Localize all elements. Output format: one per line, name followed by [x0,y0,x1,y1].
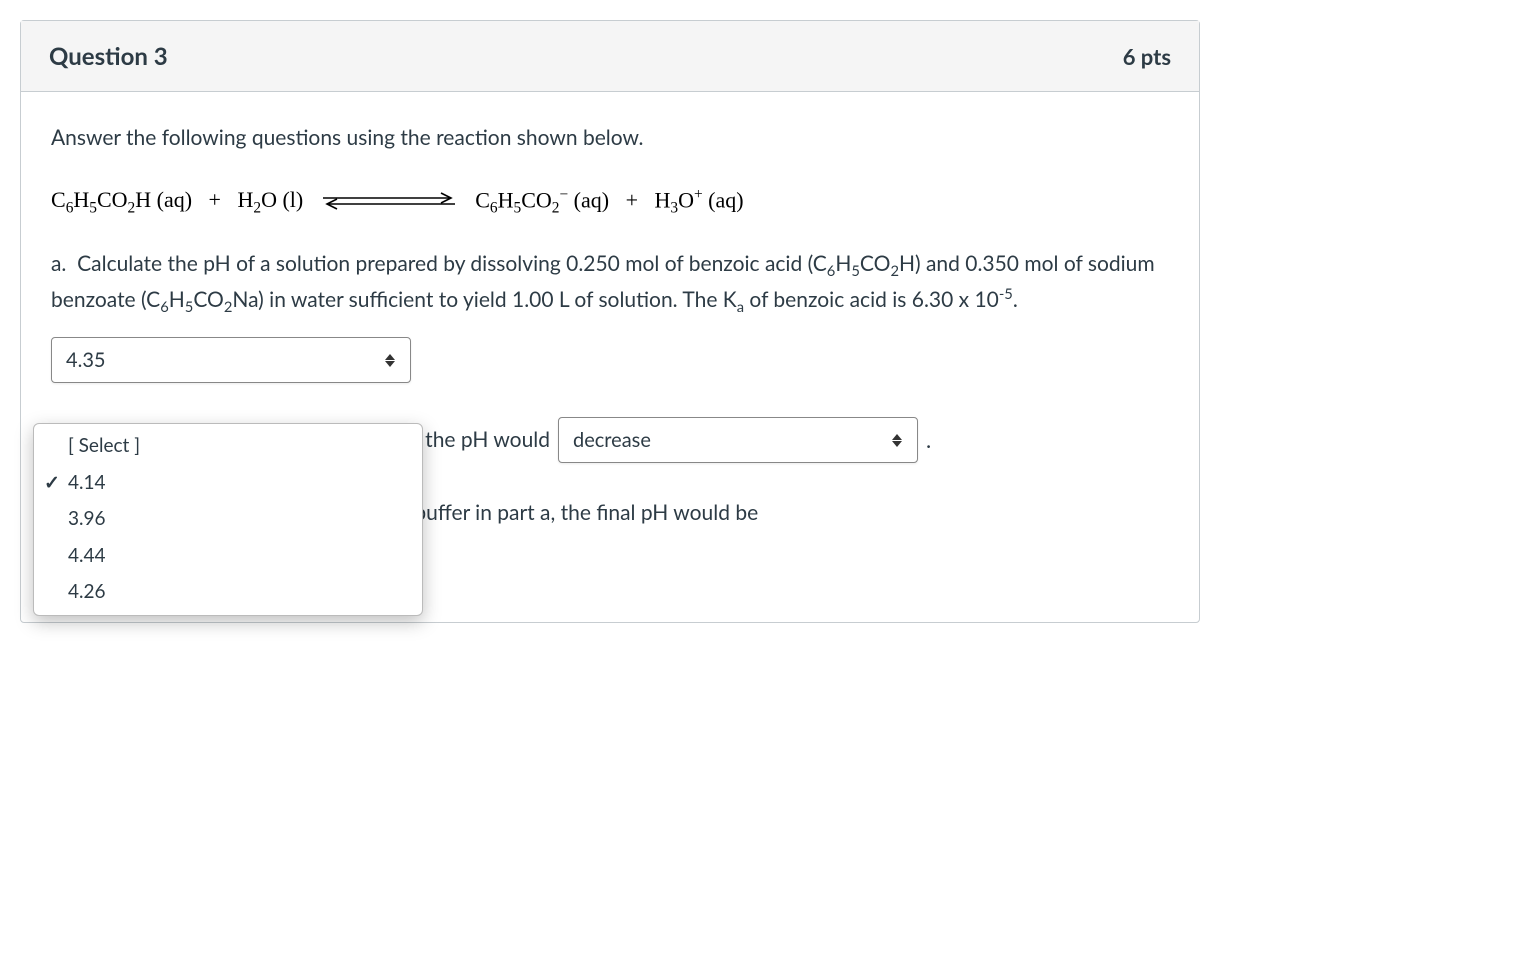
dropdown-option[interactable]: ✓ 4.14 [34,465,422,502]
part-b-suffix: . [926,423,931,457]
equation-rhs: C6H5CO2− (aq) + H3O+ (aq) [475,183,743,221]
updown-caret-icon [891,434,903,447]
dropdown-option[interactable]: 4.44 [34,538,422,575]
part-a: a. Calculate the pH of a solution prepar… [51,248,1169,383]
dropdown-option[interactable]: 3.96 [34,501,422,538]
part-a-select[interactable]: 4.35 [51,337,411,383]
dropdown-option[interactable]: [ Select ] [34,428,422,465]
part-a-select-value: 4.35 [66,345,106,376]
dropdown-option-label: 4.44 [68,544,106,567]
check-icon: ✓ [44,469,60,498]
equilibrium-arrow-icon [319,192,459,210]
dropdown-option-label: 4.26 [68,580,106,603]
dropdown-option-label: 4.14 [68,471,106,494]
question-title: Question 3 [49,39,168,75]
equation-lhs: C6H5CO2H (aq) + H2O (l) [51,183,303,220]
part-c-dropdown-menu[interactable]: [ Select ] ✓ 4.14 3.96 4.44 4.26 [33,423,423,616]
part-a-text: a. Calculate the pH of a solution prepar… [51,248,1169,319]
part-b-select[interactable]: decrease [558,417,918,463]
updown-caret-icon [384,354,396,367]
question-prompt: Answer the following questions using the… [51,122,1169,155]
dropdown-option-label: 3.96 [68,507,106,530]
question-header: Question 3 6 pts [21,21,1199,92]
reaction-equation: C6H5CO2H (aq) + H2O (l) C6H5CO2− (aq) + … [51,183,1169,221]
question-card: Question 3 6 pts Answer the following qu… [20,20,1200,623]
dropdown-option[interactable]: 4.26 [34,574,422,611]
question-points: 6 pts [1123,40,1171,73]
part-b-select-value: decrease [573,425,651,456]
dropdown-option-label: [ Select ] [68,434,140,457]
